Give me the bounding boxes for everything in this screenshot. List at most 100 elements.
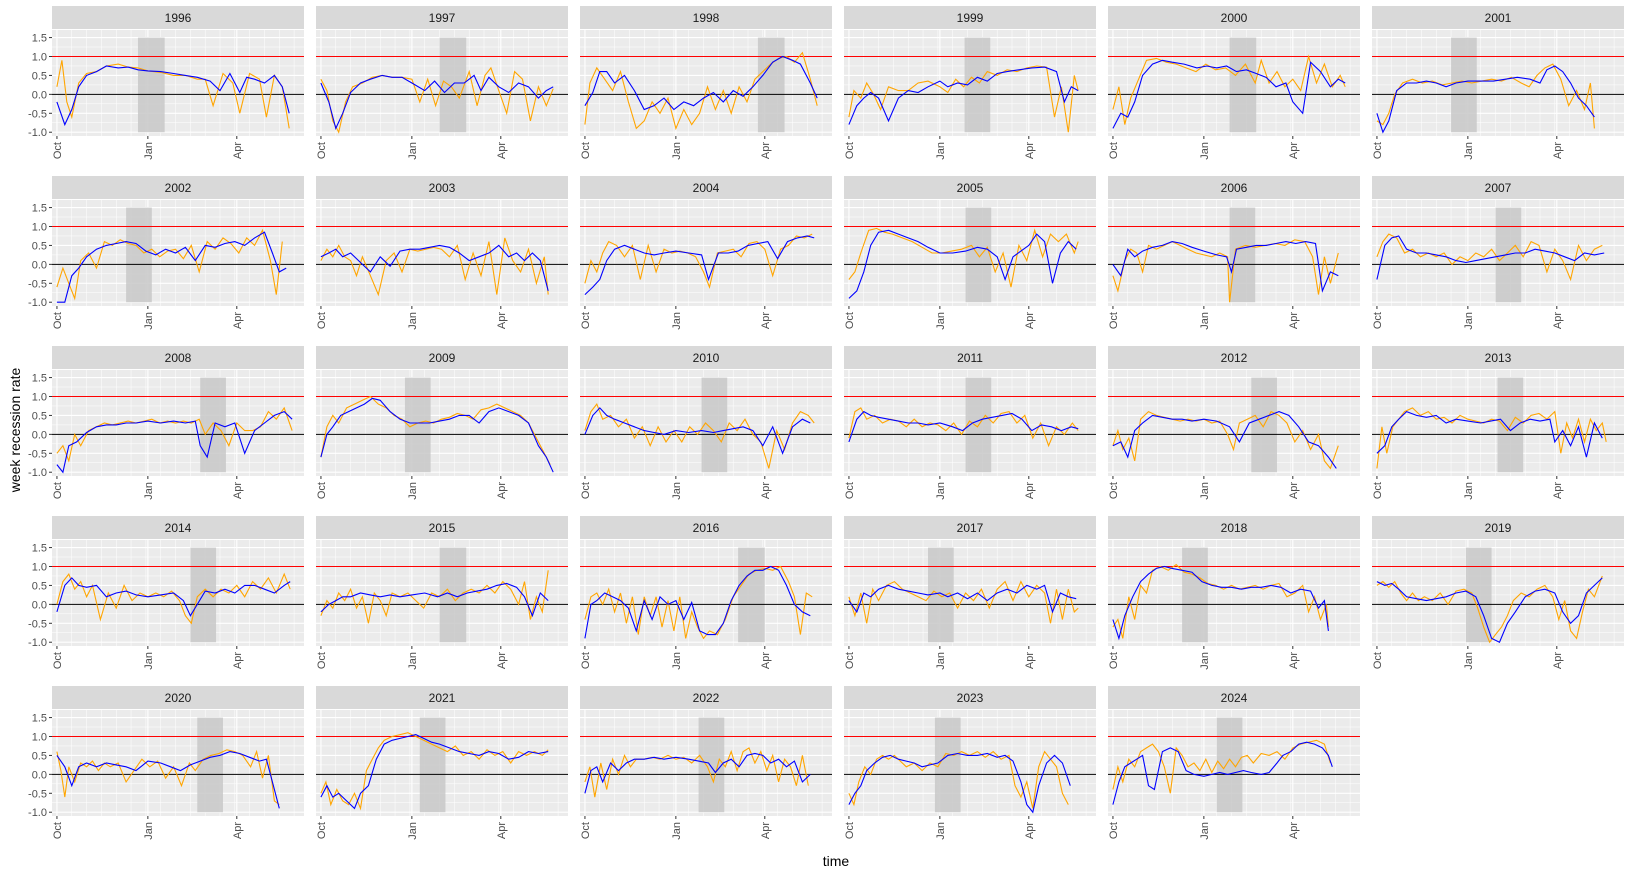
y-tick-label: 1.5 [32, 713, 47, 725]
panel-2003: 2003 Oct Jan Apr [316, 176, 568, 330]
x-tick-label: Jan [1199, 482, 1211, 500]
y-tick-label: -0.5 [28, 618, 47, 630]
x-tick-label: Apr [760, 482, 772, 499]
panel-2006: 2006 Oct Jan Apr [1108, 176, 1360, 330]
strip-background [1108, 686, 1360, 709]
series-line-blue [584, 235, 815, 295]
x-tick-label: Jan [1463, 482, 1475, 500]
strip-label: 2005 [957, 181, 984, 195]
x-tick-label: Oct [580, 822, 592, 839]
strip-label: 1996 [165, 11, 192, 25]
y-tick-label: -0.5 [28, 448, 47, 460]
x-tick-label: Apr [1552, 312, 1564, 329]
series-line-orange [848, 580, 1079, 624]
panel-1998: 1998 Oct Jan Apr [580, 6, 832, 160]
series-line-blue [1376, 577, 1603, 643]
highlight-band [137, 37, 165, 133]
highlight-band [757, 37, 785, 133]
x-tick-label: Jan [143, 312, 155, 330]
strip-label: 1999 [957, 11, 984, 25]
x-tick-label: Jan [671, 822, 683, 840]
series-line-orange [56, 572, 291, 625]
x-tick-label: Jan [1463, 652, 1475, 670]
series-line-blue [56, 231, 287, 303]
x-tick-label: Apr [1288, 312, 1300, 329]
y-tick-label: 0.0 [32, 599, 47, 611]
plot-background [1372, 540, 1624, 646]
x-tick-label: Apr [232, 652, 244, 669]
x-tick-label: Jan [671, 312, 683, 330]
y-tick-label: -1.0 [28, 127, 47, 139]
x-tick-label: Apr [232, 822, 244, 839]
strip-background [1372, 6, 1624, 29]
series-line-blue [1376, 410, 1603, 458]
x-tick-label: Apr [1024, 142, 1036, 159]
strip-label: 2011 [957, 351, 983, 365]
plot-background [316, 370, 568, 476]
strip-background [1108, 516, 1360, 539]
series-line-orange [848, 65, 1079, 133]
strip-background [316, 516, 568, 539]
series-line-blue [1112, 565, 1329, 641]
panel-2011: 2011 Oct Jan Apr [844, 346, 1096, 500]
y-tick-label: 1.5 [32, 543, 47, 555]
x-tick-label: Jan [407, 312, 419, 330]
y-tick-label: 1.0 [32, 562, 47, 574]
strip-label: 2014 [165, 521, 192, 535]
strip-background [316, 176, 568, 199]
strip-background [316, 6, 568, 29]
series-line-blue [320, 397, 554, 473]
x-tick-label: Oct [1108, 482, 1120, 499]
plot-background [52, 370, 304, 476]
highlight-band [404, 377, 431, 473]
panel-2005: 2005 Oct Jan Apr [844, 176, 1096, 330]
x-tick-label: Apr [232, 312, 244, 329]
x-tick-label: Oct [316, 482, 328, 499]
strip-background [580, 516, 832, 539]
series-line-blue [848, 229, 1077, 299]
strip-background [1108, 6, 1360, 29]
x-tick-label: Apr [232, 482, 244, 499]
series-line-blue [848, 584, 1077, 614]
panel-2001: 2001 Oct Jan Apr [1372, 6, 1624, 160]
highlight-band [738, 547, 765, 643]
strip-label: 2006 [1221, 181, 1248, 195]
x-tick-label: Jan [671, 482, 683, 500]
x-tick-label: Apr [1552, 482, 1564, 499]
strip-background [316, 346, 568, 369]
highlight-band [928, 547, 954, 643]
highlight-band [1182, 547, 1208, 643]
panel-2008: 2008 1.5 1.0 0.5 0.0 -0.5 -1.0 Oct Jan Apr [28, 346, 304, 500]
x-tick-label: Jan [935, 652, 947, 670]
strip-label: 2010 [693, 351, 720, 365]
strip-label: 2015 [429, 521, 456, 535]
series-line-orange [584, 747, 809, 798]
y-tick-label: 0.5 [32, 240, 47, 252]
series-line-blue [320, 734, 549, 810]
panel-2012: 2012 Oct Jan Apr [1108, 346, 1360, 500]
x-tick-label: Jan [1463, 312, 1475, 330]
y-tick-label: -0.5 [28, 788, 47, 800]
y-tick-label: 1.0 [32, 222, 47, 234]
strip-label: 2000 [1221, 11, 1248, 25]
x-tick-label: Oct [316, 652, 328, 669]
panel-2016: 2016 Oct Jan Apr [580, 516, 832, 670]
x-tick-label: Jan [407, 652, 419, 670]
y-tick-label: 0.5 [32, 410, 47, 422]
x-tick-label: Oct [52, 482, 64, 499]
x-tick-label: Jan [1199, 652, 1211, 670]
x-tick-label: Oct [844, 312, 856, 329]
x-tick-label: Jan [407, 822, 419, 840]
strip-label: 2022 [693, 691, 720, 705]
series-line-orange [320, 66, 554, 134]
y-tick-label: -0.5 [28, 278, 47, 290]
panel-2020: 2020 1.5 1.0 0.5 0.0 -0.5 -1.0 Oct Jan Apr [28, 686, 304, 840]
x-tick-label: Jan [935, 142, 947, 160]
strip-background [1372, 516, 1624, 539]
x-tick-label: Apr [760, 822, 772, 839]
strip-label: 2017 [957, 521, 984, 535]
y-tick-label: 1.0 [32, 52, 47, 64]
strip-label: 2009 [429, 351, 456, 365]
highlight-band [419, 717, 446, 813]
